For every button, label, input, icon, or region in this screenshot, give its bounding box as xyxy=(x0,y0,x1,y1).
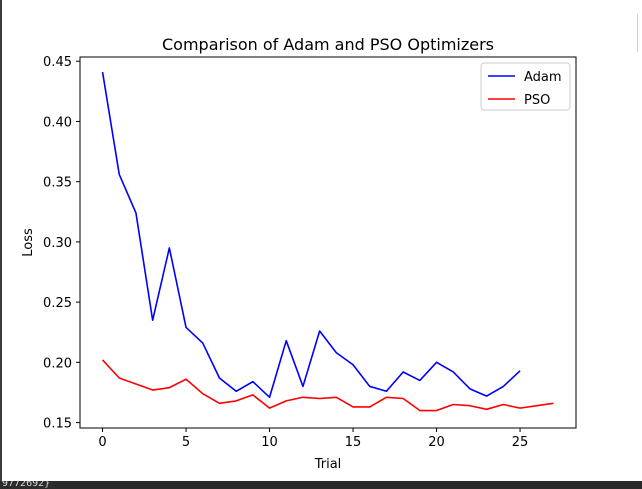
y-tick-label: 0.15 xyxy=(43,417,72,432)
x-tick-label: 15 xyxy=(345,435,362,450)
series-line-adam xyxy=(101,71,521,399)
y-tick-label: 0.35 xyxy=(43,176,72,191)
x-tick-label: 10 xyxy=(261,435,278,450)
window-right-edge xyxy=(637,14,642,52)
y-tick-label: 0.45 xyxy=(43,55,72,70)
console-output-text: 9772692} xyxy=(2,481,51,489)
y-tick-label: 0.25 xyxy=(43,296,72,311)
legend-label-adam: Adam xyxy=(524,70,562,85)
x-tick-label: 20 xyxy=(428,435,445,450)
x-tick-label: 5 xyxy=(182,435,190,450)
series-layer xyxy=(101,71,554,412)
y-axis: 0.15 0.20 0.25 0.30 0.35 0.40 0.45 xyxy=(43,55,80,432)
chart-title: Comparison of Adam and PSO Optimizers xyxy=(162,35,494,54)
x-axis: 0 5 10 15 20 25 xyxy=(98,428,528,450)
x-tick-label: 25 xyxy=(512,435,529,450)
x-tick-label: 0 xyxy=(98,435,106,450)
legend-label-pso: PSO xyxy=(524,93,550,108)
y-tick-label: 0.30 xyxy=(43,236,72,251)
y-tick-label: 0.20 xyxy=(43,356,72,371)
plot-area xyxy=(79,56,577,429)
series-line-pso xyxy=(101,359,554,412)
y-tick-label: 0.40 xyxy=(43,115,72,130)
y-axis-label: Loss xyxy=(21,228,36,257)
window-left-edge xyxy=(0,0,2,481)
console-output-strip: 9772692} xyxy=(0,481,642,489)
legend: Adam PSO xyxy=(480,62,571,111)
x-axis-label: Trial xyxy=(314,457,342,472)
